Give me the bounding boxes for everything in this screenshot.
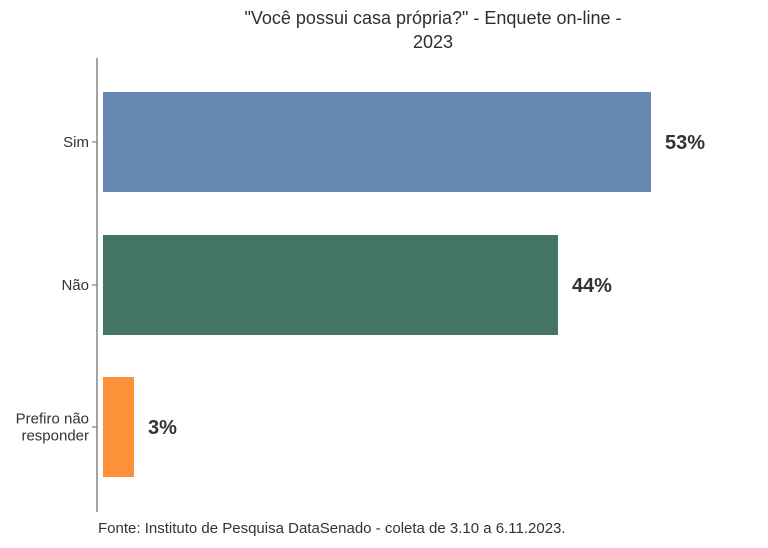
value-label-2: 3% (148, 417, 177, 439)
value-label-0: 53% (665, 132, 705, 154)
bars-group (103, 92, 651, 477)
category-label-2: Prefiro não responder (16, 411, 89, 445)
bar-2 (103, 377, 135, 477)
bar-1 (103, 235, 558, 335)
value-labels-group: 53% 44% 3% (148, 132, 705, 439)
category-label-1: Não (61, 277, 89, 294)
category-label-0: Sim (63, 134, 89, 151)
chart-title: "Você possui casa própria?" - Enquete on… (244, 8, 622, 52)
category-labels-group: Sim Não Prefiro não responder (16, 134, 97, 445)
bar-0 (103, 92, 651, 192)
source-note: Fonte: Instituto de Pesquisa DataSenado … (98, 520, 566, 537)
value-label-1: 44% (572, 275, 612, 297)
